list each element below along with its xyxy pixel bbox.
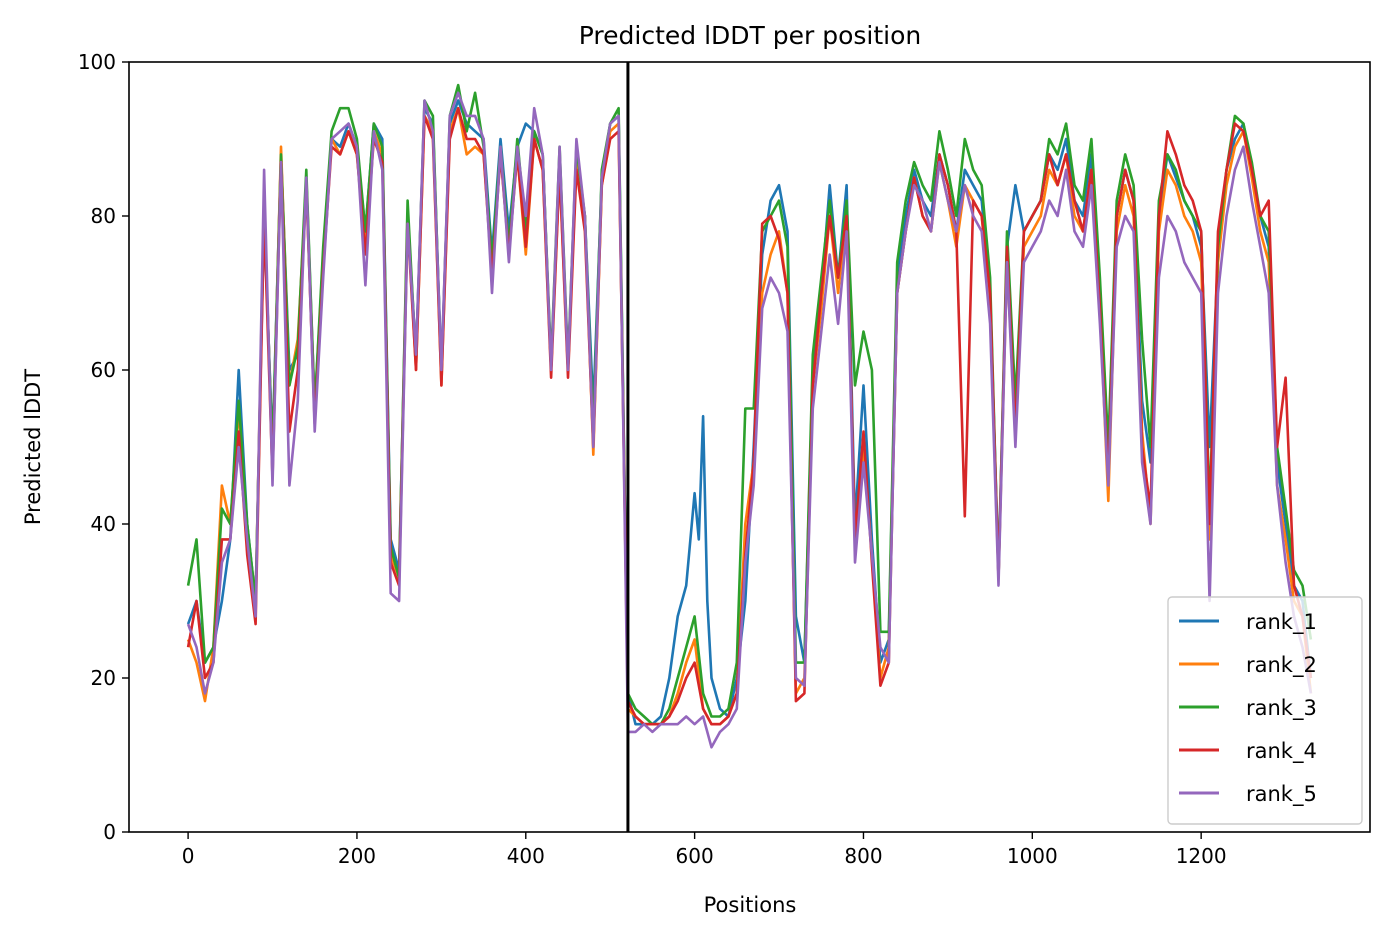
y-tick-label: 80 xyxy=(91,204,116,228)
y-tick-label: 20 xyxy=(91,666,116,690)
y-tick-label: 100 xyxy=(78,50,116,74)
x-tick-label: 1000 xyxy=(1007,844,1058,868)
x-axis: 0 200 400 600 800 1000 1200 xyxy=(182,832,1227,868)
legend-label-rank-5: rank_5 xyxy=(1246,782,1317,807)
legend-label-rank-2: rank_2 xyxy=(1246,653,1317,678)
legend-label-rank-4: rank_4 xyxy=(1246,739,1317,764)
y-tick-label: 60 xyxy=(91,358,116,382)
legend-box xyxy=(1167,596,1363,825)
y-tick-label: 0 xyxy=(103,820,116,844)
x-tick-label: 200 xyxy=(338,844,376,868)
x-tick-label: 800 xyxy=(844,844,882,868)
legend-label-rank-1: rank_1 xyxy=(1246,610,1317,635)
chart-title: Predicted lDDT per position xyxy=(579,21,921,50)
plot-lines xyxy=(186,83,1313,749)
legend: rank_1 rank_2 rank_3 rank_4 rank_5 xyxy=(1167,596,1363,825)
y-axis: 0 20 40 60 80 100 xyxy=(78,50,129,844)
x-axis-label: Positions xyxy=(704,893,797,917)
x-tick-label: 600 xyxy=(676,844,714,868)
legend-label-rank-3: rank_3 xyxy=(1246,696,1317,721)
y-axis-label: Predicted lDDT xyxy=(21,369,45,525)
series-line-rank-3 xyxy=(186,83,1313,726)
x-tick-label: 400 xyxy=(507,844,545,868)
x-tick-label: 0 xyxy=(182,844,195,868)
series-line-rank-5 xyxy=(186,91,1313,749)
y-tick-label: 40 xyxy=(91,512,116,536)
plot-frame xyxy=(128,61,1371,833)
x-tick-label: 1200 xyxy=(1176,844,1227,868)
